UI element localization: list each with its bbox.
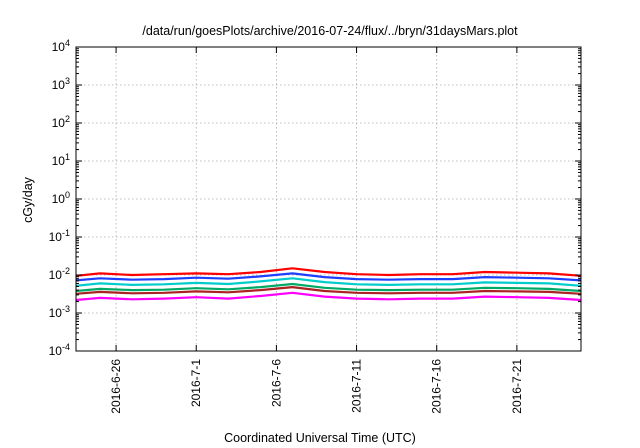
y-tick-label: 10-4 (49, 342, 70, 358)
series-lines (75, 267, 582, 302)
y-tick-label: 10-1 (49, 228, 70, 244)
y-axis-label: cGy/day (21, 176, 35, 223)
x-tick-label: 2016-7-21 (510, 359, 524, 414)
y-tick-label: 103 (52, 76, 70, 92)
x-tick-label: 2016-7-11 (350, 359, 364, 413)
y-tick-label: 102 (52, 114, 70, 130)
series-line-5 (75, 286, 582, 295)
x-tick-label: 2016-7-6 (269, 359, 283, 407)
y-tick-label: 10-3 (49, 304, 70, 320)
y-tick-label: 100 (52, 190, 70, 206)
series-line-1 (75, 267, 582, 277)
series-line-6 (75, 291, 582, 302)
x-tick-label: 2016-7-1 (189, 359, 203, 407)
y-tick-label: 101 (52, 152, 70, 168)
x-axis-label: Coordinated Universal Time (UTC) (224, 431, 416, 445)
series-line-3 (75, 277, 582, 287)
x-tick-label: 2016-6-26 (109, 359, 123, 414)
axis-ticks: 10-4 10-3 10-2 10-1 100 101 102 103 104 2016-6-26… (49, 38, 581, 414)
y-tick-label: 104 (52, 38, 70, 54)
series-line-4 (75, 282, 582, 293)
grid-lines (76, 47, 581, 351)
chart-title: /data/run/goesPlots/archive/2016-07-24/f… (142, 24, 518, 38)
x-tick-label: 2016-7-16 (430, 359, 444, 414)
series-line-2 (75, 272, 582, 282)
y-tick-label: 10-2 (49, 266, 70, 282)
